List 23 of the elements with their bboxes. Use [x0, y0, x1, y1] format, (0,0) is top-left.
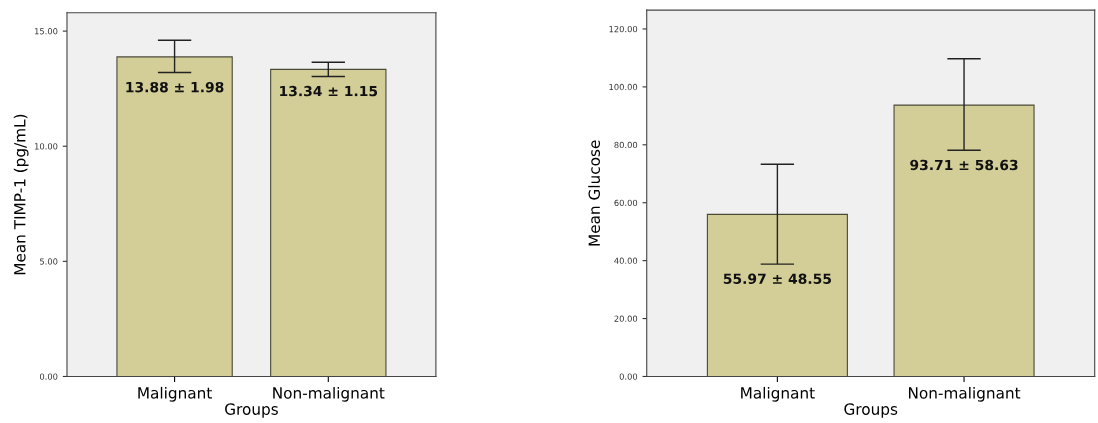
x-tick-label: Malignant	[741, 386, 815, 402]
y-tick-label: 15.00	[35, 28, 58, 35]
y-tick-label: 80.00	[614, 141, 638, 149]
x-axis-title: Groups	[844, 403, 898, 418]
y-axis-title: Mean Glucose	[588, 140, 601, 246]
y-tick-label: 40.00	[614, 257, 638, 264]
y-tick-label: 20.00	[614, 315, 638, 322]
y-tick-label: 5.00	[40, 258, 58, 265]
x-tick-label: Non-malignant	[908, 386, 1021, 402]
y-tick-label: 120.00	[609, 25, 638, 33]
data-label: 13.88 ± 1.98	[126, 81, 224, 93]
x-tick-label: Malignant	[138, 386, 212, 402]
y-axis-title: Mean TIMP-1 (pg/mL)	[13, 114, 29, 275]
data-label: 13.34 ± 1.15	[280, 85, 378, 97]
data-label: 55.97 ± 48.55	[723, 273, 831, 285]
x-tick-label: Non-malignant	[273, 386, 385, 402]
y-tick-label: 10.00	[35, 143, 58, 150]
y-tick-label: 0.00	[619, 373, 638, 380]
data-label: 93.71 ± 58.63	[910, 159, 1018, 171]
y-tick-label: 0.00	[39, 373, 58, 380]
x-axis-title: Groups	[225, 403, 278, 418]
y-tick-label: 100.00	[609, 83, 638, 91]
y-tick-label: 60.00	[614, 199, 638, 207]
